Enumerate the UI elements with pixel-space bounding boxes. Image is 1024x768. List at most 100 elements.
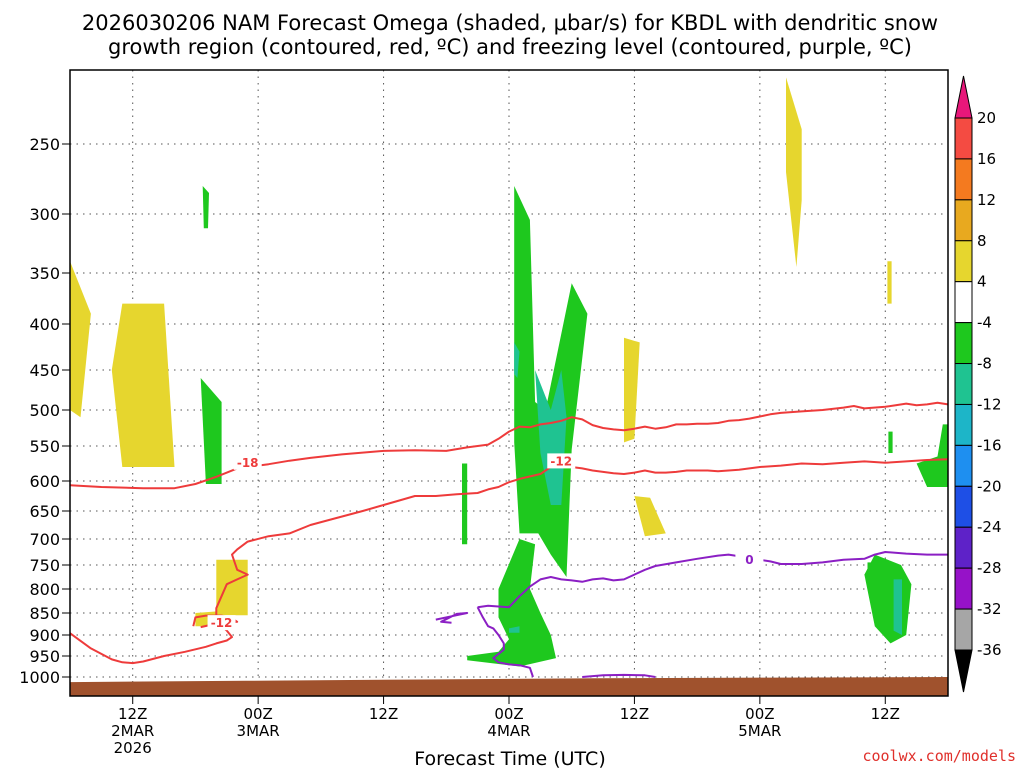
colorbar-label-5: -4 <box>977 314 992 332</box>
colorbar-label-3: 8 <box>977 232 987 250</box>
x-tick-label-6-2: 2026 <box>114 739 152 757</box>
purple-contour-0-lower <box>476 606 534 678</box>
shade-teal-t1 <box>535 370 567 505</box>
x-tick-label-6-1: 2MAR <box>111 722 154 740</box>
colorbar: 20 16 12 8 4 -4 -8 -12 -16 -20 -24 -28 -32 -36 <box>954 75 1002 693</box>
purple-contour-0-sfc <box>582 673 656 678</box>
y-tick-label-750: 750 <box>29 556 60 575</box>
y-tick-label-650: 650 <box>29 502 60 521</box>
red-contour-minus12-label: -12 <box>550 454 572 468</box>
x-tick-label-6-0: 12Z <box>118 705 147 723</box>
colorbar-label-2: 12 <box>977 191 996 209</box>
shade-green-s1 <box>202 186 209 229</box>
y-tick-label-700: 700 <box>29 530 60 549</box>
shade-green-s4 <box>514 186 588 577</box>
red-contour-minus18 <box>69 401 949 490</box>
shade-yellow-w7 <box>786 77 802 268</box>
terrain-surface <box>70 677 948 696</box>
title-line-1: 2026030206 NAM Forecast Omega (shaded, μ… <box>82 11 938 35</box>
colorbar-segment-2 <box>954 199 973 242</box>
x-tick-label-66-1: 5MAR <box>738 722 781 740</box>
y-tick-label-1000: 1000 <box>19 668 60 687</box>
shade-green-s3 <box>462 463 468 545</box>
red-contour-minus12-loop-label: -12 <box>211 616 233 630</box>
title-line-2: growth region (contoured, red, ºC) and f… <box>108 35 912 59</box>
y-tick-label-350: 350 <box>29 264 60 283</box>
shade-green-s5 <box>467 539 556 667</box>
purple-contour-0-label: 0 <box>745 553 753 567</box>
colorbar-label-0: 20 <box>977 109 996 127</box>
purple-contour-0 <box>477 551 948 609</box>
colorbar-label-11: -28 <box>977 559 1002 577</box>
shade-yellow-w1 <box>70 261 91 418</box>
colorbar-label-7: -12 <box>977 395 1002 413</box>
x-tick-label-54-0: 12Z <box>620 705 649 723</box>
x-tick-label-18-0: 00Z <box>243 705 272 723</box>
x-tick-label-78-0: 12Z <box>871 705 900 723</box>
purple-contour-0-label-bg <box>735 551 764 567</box>
y-tick-label-550: 550 <box>29 437 60 456</box>
colorbar-bottom-arrow <box>954 649 973 693</box>
colorbar-segment-12 <box>954 608 973 651</box>
colorbar-label-8: -16 <box>977 436 1002 454</box>
colorbar-label-6: -8 <box>977 355 992 373</box>
red-contour-minus12-label-bg <box>547 453 576 469</box>
y-tick-label-300: 300 <box>29 205 60 224</box>
colorbar-segment-10 <box>954 526 973 569</box>
y-tick-label-800: 800 <box>29 580 60 599</box>
shade-yellow-w6 <box>634 496 666 537</box>
colorbar-segment-4 <box>954 281 973 324</box>
terrain-fill <box>70 677 948 696</box>
shade-teal-t3 <box>893 579 902 635</box>
colorbar-label-10: -24 <box>977 518 1002 536</box>
shade-green-s9 <box>867 562 871 585</box>
y-tick-label-950: 950 <box>29 647 60 666</box>
shade-yellow-w8 <box>887 261 892 304</box>
red-contour-minus12-loop-label-bg <box>207 615 236 631</box>
colorbar-segment-11 <box>954 567 973 610</box>
shade-yellow-w5 <box>624 337 640 443</box>
x-tick-label-66-0: 00Z <box>745 705 774 723</box>
shade-green-s7 <box>888 431 893 453</box>
x-tick-label-42-0: 00Z <box>494 705 523 723</box>
x-axis-label: Forecast Time (UTC) <box>414 748 605 768</box>
colorbar-segment-5 <box>954 322 973 365</box>
red-contour-minus12 <box>69 458 949 665</box>
colorbar-segment-6 <box>954 363 973 405</box>
shade-yellow-w3 <box>216 559 248 616</box>
red-contour-minus18-label: -18 <box>237 456 259 470</box>
y-tick-label-400: 400 <box>29 315 60 334</box>
colorbar-label-4: 4 <box>977 273 987 291</box>
colorbar-label-1: 16 <box>977 150 996 168</box>
x-tick-label-30-0: 12Z <box>369 705 398 723</box>
temperature-contours: -18 -12 -12 0 <box>69 401 949 678</box>
shade-green-s6 <box>916 424 948 487</box>
shade-teal-t2 <box>514 342 520 378</box>
shade-green-s2 <box>200 378 222 484</box>
colorbar-segment-8 <box>954 444 973 487</box>
purple-contour-0-loop <box>435 612 469 624</box>
omega-shading <box>70 77 948 667</box>
y-tick-label-900: 900 <box>29 626 60 645</box>
colorbar-label-12: -32 <box>977 600 1002 618</box>
y-axis-ticks: 250 300 350 400 450 500 550 600 650 700 750 800 850 9… <box>19 135 70 687</box>
y-tick-label-500: 500 <box>29 401 60 420</box>
x-tick-label-18-1: 3MAR <box>237 722 280 740</box>
shade-yellow-w2 <box>111 303 175 467</box>
colorbar-segment-7 <box>954 403 973 446</box>
colorbar-label-9: -20 <box>977 477 1002 495</box>
y-tick-label-600: 600 <box>29 472 60 491</box>
y-tick-label-850: 850 <box>29 604 60 623</box>
shade-teal-t4 <box>509 626 520 633</box>
colorbar-segment-9 <box>954 485 973 528</box>
y-tick-label-250: 250 <box>29 135 60 154</box>
colorbar-segment-1 <box>954 158 973 201</box>
y-tick-label-450: 450 <box>29 361 60 380</box>
red-contour-minus18-label-bg <box>233 454 262 470</box>
colorbar-segment-3 <box>954 240 973 283</box>
credit-text: coolwx.com/models <box>862 747 1016 765</box>
colorbar-segment-0 <box>954 117 973 160</box>
colorbar-top-arrow <box>954 75 973 119</box>
